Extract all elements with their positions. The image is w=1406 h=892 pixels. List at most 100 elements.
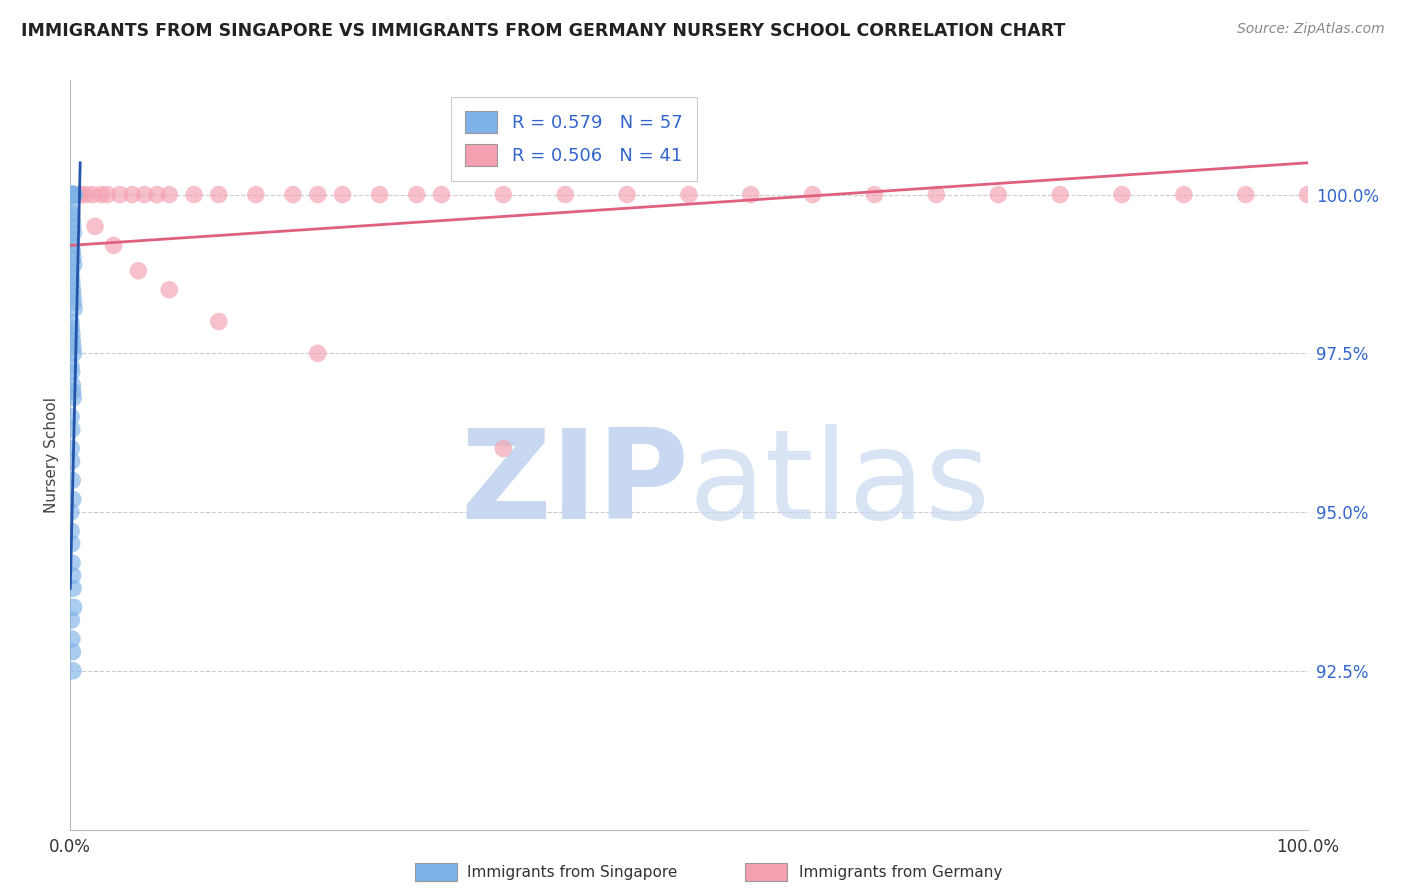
Point [740,187,762,202]
Point [1111,187,1133,202]
Point [62,384,84,399]
Text: IMMIGRANTS FROM SINGAPORE VS IMMIGRANTS FROM GERMANY NURSERY SCHOOL CORRELATION : IMMIGRANTS FROM SINGAPORE VS IMMIGRANTS … [21,22,1066,40]
Point [332,187,354,202]
Point [108,187,131,202]
Point [62,391,84,405]
Point [62,187,84,202]
Point [63,301,86,316]
Point [69,187,91,202]
Point [60,187,83,202]
Point [616,187,638,202]
Point [60,442,83,456]
Point [90,187,112,202]
Point [84,219,107,234]
Point [157,187,180,202]
Point [208,315,231,329]
Point [1296,187,1319,202]
Point [863,187,886,202]
Point [62,568,84,582]
Point [62,664,84,678]
Point [60,238,83,252]
Point [183,187,205,202]
Point [492,187,515,202]
Point [146,187,169,202]
Point [60,645,83,659]
Point [60,277,83,291]
Point [208,187,231,202]
Point [62,187,84,202]
Point [62,244,84,259]
Point [60,632,83,646]
Point [60,321,83,335]
Point [62,219,84,234]
Point [62,289,84,303]
Y-axis label: Nursery School: Nursery School [44,397,59,513]
Text: Immigrants from Germany: Immigrants from Germany [799,865,1002,880]
Point [121,187,143,202]
Point [60,270,83,285]
Point [307,187,329,202]
Point [492,442,515,456]
Point [82,187,104,202]
Point [925,187,948,202]
Point [62,187,84,202]
Point [62,492,84,507]
Point [60,556,83,570]
Point [60,473,83,487]
Point [62,600,84,615]
Point [60,524,83,538]
Point [63,187,86,202]
Point [60,537,83,551]
Point [96,187,118,202]
Point [59,187,82,202]
Point [60,187,83,202]
Point [405,187,427,202]
Point [59,505,82,519]
Point [62,346,84,360]
Point [103,238,125,252]
Point [62,251,84,265]
Point [1049,187,1071,202]
Point [60,327,83,342]
Point [60,187,83,202]
Point [134,187,156,202]
Text: Source: ZipAtlas.com: Source: ZipAtlas.com [1237,22,1385,37]
Point [368,187,391,202]
Point [60,232,83,246]
Point [281,187,304,202]
Point [127,264,149,278]
Point [307,346,329,360]
Point [59,315,82,329]
Point [1234,187,1257,202]
Point [987,187,1010,202]
Point [60,454,83,468]
Point [62,226,84,240]
Point [62,187,84,202]
Point [60,359,83,373]
Point [60,378,83,392]
Point [430,187,453,202]
Text: Immigrants from Singapore: Immigrants from Singapore [467,865,678,880]
Point [1173,187,1195,202]
Point [60,206,83,220]
Point [62,581,84,595]
Point [245,187,267,202]
Point [62,187,84,202]
Point [75,187,97,202]
Text: atlas: atlas [689,425,991,545]
Point [59,200,82,214]
Point [157,283,180,297]
Legend: R = 0.579   N = 57, R = 0.506   N = 41: R = 0.579 N = 57, R = 0.506 N = 41 [450,97,697,180]
Point [60,213,83,227]
Text: ZIP: ZIP [460,425,689,545]
Point [60,187,83,202]
Point [63,187,86,202]
Point [60,613,83,627]
Point [60,423,83,437]
Point [60,365,83,379]
Point [62,257,84,271]
Point [554,187,576,202]
Point [678,187,700,202]
Point [60,334,83,348]
Point [62,295,84,310]
